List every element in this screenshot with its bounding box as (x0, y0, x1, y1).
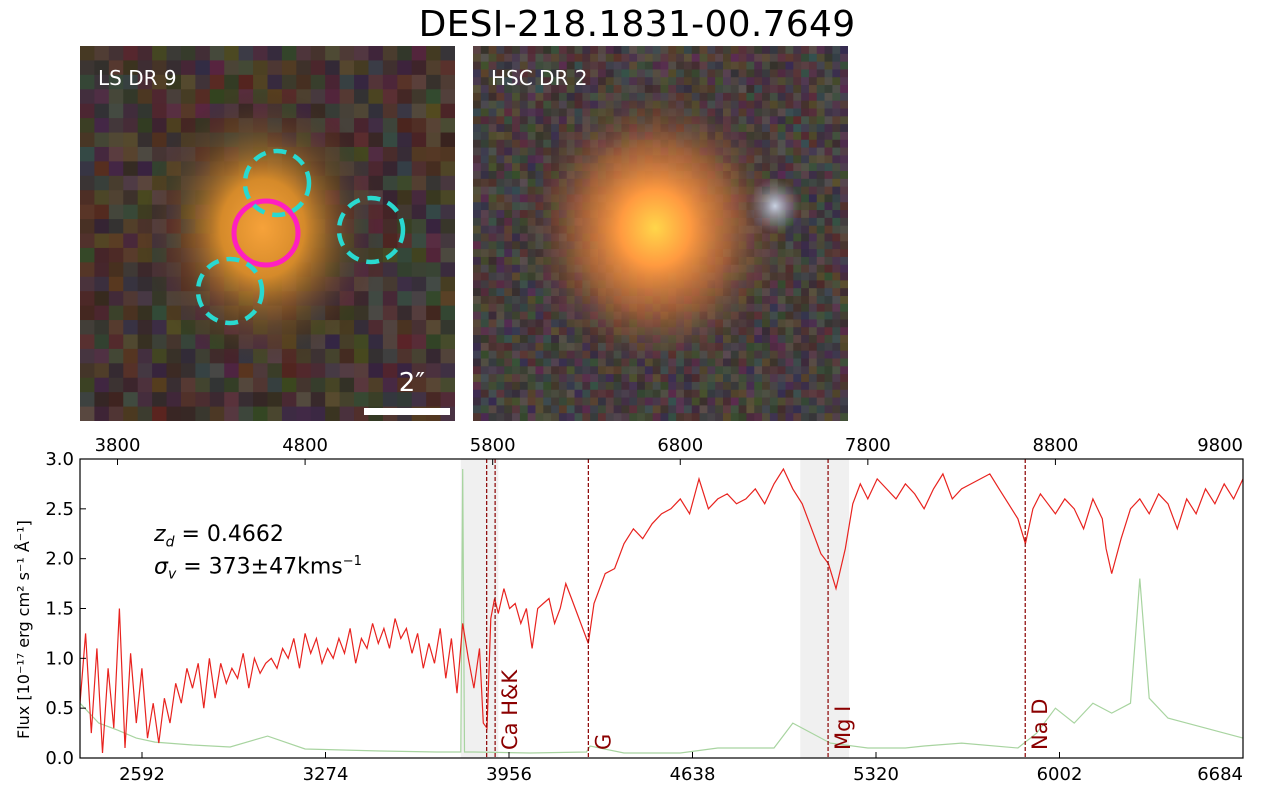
y-tick-label-1: 0.5 (45, 698, 74, 719)
y-tick-label-6: 3.0 (45, 449, 74, 470)
y-tick-label-0: 0.0 (45, 748, 74, 769)
y-axis-label: Flux [10⁻¹⁷ erg cm² s⁻¹ Å⁻¹] (14, 520, 33, 739)
source-circle-top (242, 148, 312, 218)
bottom-tick-label-2: 3956 (486, 764, 532, 785)
redshift-subscript: d (165, 534, 175, 551)
dispersion-symbol: σ (154, 554, 168, 580)
bottom-tick-label-6: 6684 (1197, 764, 1243, 785)
spectrum-chart: Ca H&K G Mg I Na D 0.0 0.5 1.0 1.5 2.0 2.5 3.0 3800… (45, 435, 1244, 785)
hsc-dr2-image (473, 46, 848, 421)
bottom-tick-label-4: 5320 (853, 764, 899, 785)
y-tick-label-4: 2.0 (45, 549, 74, 570)
redshift-annotation: zd = 0.4662 (154, 522, 284, 550)
dispersion-annotation: σv = 373±47kms−1 (154, 554, 362, 583)
top-tick-label-6: 9800 (1197, 435, 1243, 456)
source-circle-bottom (195, 256, 265, 326)
dispersion-exponent: −1 (342, 554, 362, 569)
bottom-tick-label-3: 4638 (670, 764, 716, 785)
dispersion-subscript: v (167, 566, 177, 583)
line-label-4: Na D (1028, 699, 1052, 750)
y-tick-label-5: 2.5 (45, 499, 74, 520)
bottom-tick-label-5: 6002 (1037, 764, 1083, 785)
scalebar (364, 408, 450, 415)
redshift-symbol: z (154, 522, 166, 547)
line-label-3: Mg I (831, 706, 855, 750)
scalebar-label: 2″ (398, 368, 425, 398)
top-tick-label-4: 7800 (845, 435, 891, 456)
line-label-1: Ca H&K (498, 669, 522, 750)
top-tick-label-2: 5800 (470, 435, 516, 456)
noise-series-line (79, 468, 1244, 754)
y-tick-label-3: 1.5 (45, 599, 74, 620)
bottom-tick-label-1: 3274 (303, 764, 349, 785)
telluric-shade-0 (460, 459, 499, 758)
hsc-dr2-image-panel: HSC DR 2 (473, 46, 848, 421)
ls-dr9-label: LS DR 9 (98, 66, 177, 90)
flux-series-line (79, 467, 1244, 754)
redshift-value: = 0.4662 (181, 522, 284, 547)
top-tick-label-5: 8800 (1033, 435, 1079, 456)
hsc-dr2-label: HSC DR 2 (491, 66, 588, 90)
top-tick-label-1: 4800 (282, 435, 328, 456)
bottom-tick-label-0: 2592 (119, 764, 165, 785)
source-circle-right (336, 195, 406, 265)
figure-title: DESI-218.1831-00.7649 (418, 4, 856, 45)
ls-dr9-image-panel: LS DR 9 2″ (80, 46, 455, 421)
lens-circle (231, 198, 301, 268)
top-tick-label-0: 3800 (95, 435, 141, 456)
ls-dr9-image (80, 46, 455, 421)
y-tick-label-2: 1.0 (45, 648, 74, 669)
top-tick-label-3: 6800 (657, 435, 703, 456)
telluric-shade-1 (800, 459, 850, 758)
dispersion-value: = 373±47kms (183, 554, 343, 580)
line-label-2: G (591, 734, 615, 750)
plot-frame (79, 458, 1244, 759)
